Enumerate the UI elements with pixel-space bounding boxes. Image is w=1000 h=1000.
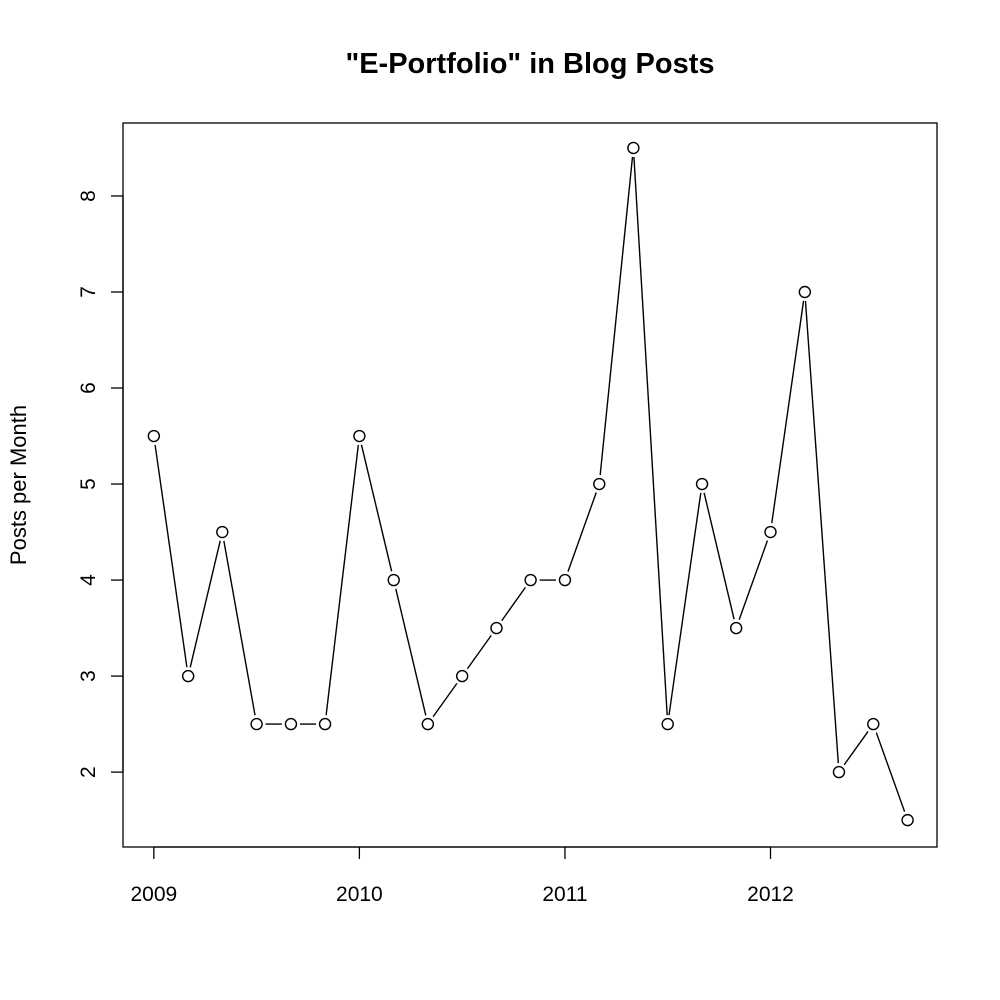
data-point [695, 477, 709, 491]
data-point [524, 573, 537, 587]
series-segment [154, 444, 188, 668]
x-tick-label: 2010 [336, 883, 383, 906]
data-point [627, 141, 640, 155]
chart-title: "E-Portfolio" in Blog Posts [345, 48, 714, 80]
data-point [832, 765, 846, 779]
data-point [421, 717, 435, 731]
data-point [593, 477, 606, 491]
plot-frame [122, 122, 938, 848]
data-point [558, 573, 572, 587]
data-point [490, 621, 503, 635]
series-segment [395, 588, 427, 716]
series-segment [875, 732, 906, 812]
data-point [729, 621, 743, 635]
y-tick-label: 5 [77, 478, 100, 490]
series-segment [466, 634, 492, 670]
x-tick-label: 2009 [130, 883, 177, 906]
series-segment [325, 444, 360, 716]
y-tick-label: 6 [77, 382, 100, 394]
data-point [147, 429, 161, 443]
series-segment [501, 586, 526, 622]
x-axis: 2009 2010 2011 2012 [130, 846, 794, 906]
y-tick-label: 4 [77, 574, 100, 586]
series-segment [703, 492, 735, 620]
series-segment [668, 492, 702, 716]
data-point [798, 285, 812, 299]
data-point [661, 717, 674, 731]
x-tick-label: 2011 [542, 883, 587, 906]
series-segment [189, 540, 221, 668]
data-point [387, 573, 400, 587]
series-segment [432, 682, 458, 718]
data-point [181, 669, 195, 683]
series-segment [633, 156, 668, 716]
data-point [867, 717, 880, 731]
series-segment [223, 540, 256, 716]
y-tick-label: 3 [77, 670, 100, 682]
data-point [455, 669, 469, 683]
series-segment [843, 731, 869, 766]
series-segment [599, 156, 634, 476]
y-tick-label: 7 [77, 286, 100, 298]
series-segment [360, 444, 393, 572]
series-segment [804, 300, 840, 764]
series-segment [771, 300, 805, 524]
y-tick-label: 8 [77, 190, 100, 202]
x-tick-label: 2012 [747, 883, 794, 906]
series-points [147, 141, 914, 827]
data-point [764, 525, 777, 539]
y-axis-label: Posts per Month [6, 405, 31, 565]
data-point [318, 717, 332, 731]
y-tick-label: 2 [77, 766, 100, 778]
series-segment [738, 540, 769, 620]
series-segment [567, 492, 597, 572]
data-point [284, 717, 298, 731]
data-point [353, 429, 366, 443]
data-point [216, 525, 229, 539]
series-lines [154, 156, 906, 812]
data-point [250, 717, 263, 731]
y-axis: 2 3 4 5 6 7 8 [77, 190, 124, 778]
data-point [901, 813, 914, 827]
